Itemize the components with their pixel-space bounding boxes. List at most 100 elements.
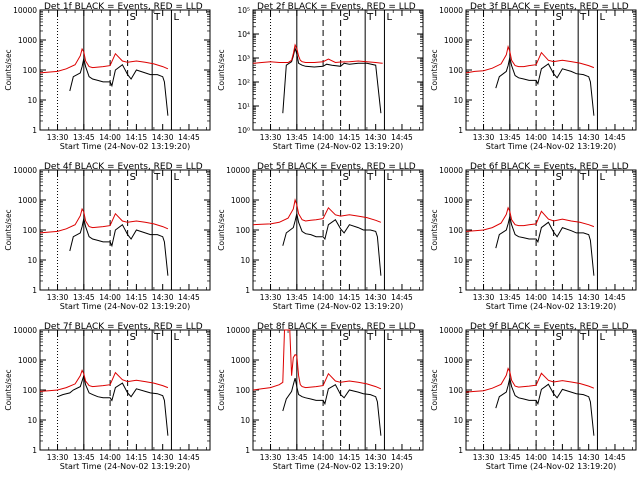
x-tick-label: 14:45 — [604, 133, 626, 142]
x-tick-label: 14:30 — [365, 133, 387, 142]
y-axis-label: Counts/sec — [430, 209, 439, 250]
y-tick-label: 10² — [237, 78, 250, 87]
y-tick-label: 10000 — [439, 166, 463, 175]
y-tick-label: 100 — [23, 226, 38, 235]
y-tick-label: 10³ — [237, 54, 250, 63]
y-axis-label: Counts/sec — [217, 369, 226, 410]
marker-letter-l: L — [599, 332, 605, 343]
y-tick-label: 10 — [453, 256, 463, 265]
y-tick-label: 10 — [240, 416, 250, 425]
y-tick-label: 1 — [32, 286, 37, 295]
marker-letter-t: T — [579, 332, 587, 343]
plot-frame — [252, 169, 424, 291]
x-tick-label: 13:45 — [73, 133, 95, 142]
y-tick-label: 100 — [449, 226, 464, 235]
y-axis-label: Counts/sec — [217, 209, 226, 250]
y-tick-label: 1 — [458, 446, 463, 455]
x-tick-label: 14:15 — [552, 133, 574, 142]
y-tick-label: 100 — [23, 66, 38, 75]
y-tick-label: 10000 — [226, 326, 250, 335]
x-tick-label: 14:15 — [552, 293, 574, 302]
marker-letter-l: L — [599, 172, 605, 183]
x-tick-label: 13:30 — [260, 293, 282, 302]
x-tick-label: 13:45 — [73, 293, 95, 302]
y-tick-label: 10⁴ — [237, 30, 250, 39]
y-tick-label: 1 — [32, 126, 37, 135]
y-tick-label: 10000 — [13, 166, 37, 175]
y-tick-label: 10000 — [439, 326, 463, 335]
marker-letter-t: T — [579, 172, 587, 183]
marker-letter-t: T — [579, 12, 587, 23]
y-axis-label: Counts/sec — [430, 49, 439, 90]
x-tick-label: 13:45 — [286, 293, 308, 302]
x-tick-label: 14:00 — [99, 293, 121, 302]
panel-title: Det 9f BLACK = Events, RED = LLD — [470, 322, 629, 332]
y-tick-label: 10¹ — [237, 102, 250, 111]
y-tick-label: 1000 — [231, 356, 250, 365]
marker-letter-s: S — [556, 12, 562, 23]
series-line-events — [69, 58, 169, 116]
marker-letter-s: S — [343, 172, 349, 183]
y-tick-label: 1000 — [18, 356, 37, 365]
chart-panel-7: Det 7f BLACK = Events, RED = LLD 1 10 100 10… — [4, 322, 211, 471]
x-tick-label: 13:45 — [73, 453, 95, 462]
x-tick-label: 14:30 — [365, 453, 387, 462]
marker-letter-l: L — [386, 172, 392, 183]
marker-letter-t: T — [366, 332, 374, 343]
panel-title: Det 6f BLACK = Events, RED = LLD — [470, 162, 629, 172]
y-axis-label: Counts/sec — [430, 369, 439, 410]
x-tick-label: 14:00 — [312, 133, 334, 142]
x-tick-label: 14:45 — [391, 453, 413, 462]
marker-letter-l: L — [173, 332, 179, 343]
x-tick-label: 14:00 — [525, 453, 547, 462]
series-line-lld — [465, 206, 595, 232]
x-tick-label: 14:45 — [178, 293, 200, 302]
x-tick-label: 14:00 — [99, 133, 121, 142]
chart-panel-8: Det 8f BLACK = Events, RED = LLD 1 10 100 10… — [217, 322, 424, 471]
marker-letter-s: S — [130, 12, 136, 23]
y-tick-label: 100 — [236, 386, 251, 395]
y-tick-label: 100 — [449, 66, 464, 75]
chart-panel-5: Det 5f BLACK = Events, RED = LLD 1 10 100 10… — [217, 162, 424, 311]
series-line-events — [282, 213, 382, 276]
marker-letter-l: L — [386, 332, 392, 343]
series-line-lld — [252, 43, 383, 64]
x-tick-label: 13:30 — [47, 293, 69, 302]
x-axis-label: Start Time (24-Nov-02 13:19:20) — [60, 142, 190, 151]
x-tick-label: 14:30 — [578, 133, 600, 142]
marker-letter-l: L — [599, 12, 605, 23]
panel-title: Det 2f BLACK = Events, RED = LLD — [257, 2, 416, 12]
y-axis-label: Counts/sec — [4, 209, 13, 250]
y-tick-label: 10 — [27, 416, 37, 425]
marker-letter-t: T — [366, 172, 374, 183]
x-tick-label: 13:30 — [260, 133, 282, 142]
series-line-events — [69, 218, 169, 276]
x-tick-label: 13:30 — [47, 453, 69, 462]
x-axis-label: Start Time (24-Nov-02 13:19:20) — [273, 302, 403, 311]
marker-letter-t: T — [153, 12, 161, 23]
marker-letter-t: T — [153, 172, 161, 183]
series-line-lld — [252, 198, 382, 226]
y-tick-label: 10000 — [226, 166, 250, 175]
marker-letter-l: L — [173, 12, 179, 23]
x-tick-label: 14:45 — [391, 293, 413, 302]
y-tick-label: 1000 — [18, 36, 37, 45]
y-axis-label: Counts/sec — [4, 369, 13, 410]
panel-title: Det 4f BLACK = Events, RED = LLD — [44, 162, 203, 172]
plot-frame — [465, 9, 637, 131]
series-line-lld — [465, 367, 595, 393]
marker-letter-t: T — [153, 332, 161, 343]
y-tick-label: 1000 — [18, 196, 37, 205]
series-line-events — [282, 46, 382, 114]
panel-title: Det 8f BLACK = Events, RED = LLD — [257, 322, 416, 332]
chart-panel-6: Det 6f BLACK = Events, RED = LLD 1 10 100 10… — [430, 162, 637, 311]
x-tick-label: 13:30 — [260, 453, 282, 462]
series-line-lld — [39, 369, 169, 392]
y-tick-label: 10 — [27, 256, 37, 265]
chart-panel-4: Det 4f BLACK = Events, RED = LLD 1 10 100 10… — [4, 162, 211, 311]
series-line-events — [57, 373, 169, 436]
x-tick-label: 14:30 — [152, 133, 174, 142]
x-axis-label: Start Time (24-Nov-02 13:19:20) — [273, 462, 403, 471]
y-tick-label: 10 — [453, 96, 463, 105]
x-tick-label: 14:15 — [339, 293, 361, 302]
